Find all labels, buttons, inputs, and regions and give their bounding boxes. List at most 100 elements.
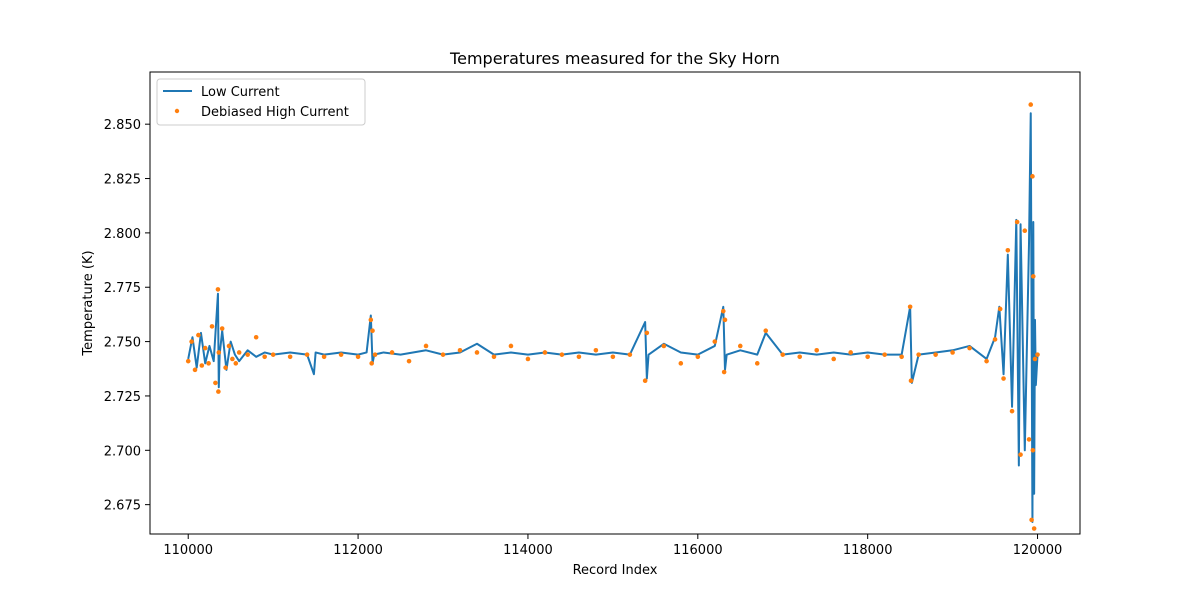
series-point-debiased-high-current	[722, 317, 728, 323]
y-tick-label: 2.775	[104, 281, 141, 296]
series-point-debiased-high-current	[372, 352, 378, 357]
series-point-debiased-high-current	[525, 356, 531, 362]
series-point-debiased-high-current	[780, 352, 786, 357]
series-point-debiased-high-current	[213, 380, 218, 386]
series-point-debiased-high-current	[199, 363, 205, 368]
series-point-debiased-high-current	[1030, 174, 1035, 179]
series-point-debiased-high-current	[423, 343, 429, 349]
series-point-debiased-high-current	[508, 343, 514, 349]
series-point-debiased-high-current	[262, 354, 267, 360]
series-point-debiased-high-current	[763, 328, 769, 334]
series-point-debiased-high-current	[185, 358, 191, 364]
series-point-debiased-high-current	[202, 345, 208, 351]
series-point-debiased-high-current	[865, 354, 870, 360]
series-point-debiased-high-current	[754, 361, 760, 366]
series-point-debiased-high-current	[219, 326, 225, 331]
series-point-debiased-high-current	[1005, 247, 1011, 253]
series-point-debiased-high-current	[389, 350, 395, 355]
legend-box	[156, 78, 366, 126]
series-point-debiased-high-current	[1026, 437, 1032, 442]
series-point-debiased-high-current	[216, 350, 222, 355]
series-point-debiased-high-current	[610, 354, 616, 360]
series-point-debiased-high-current	[695, 354, 701, 360]
x-tick-label: 114000	[503, 543, 553, 558]
series-point-debiased-high-current	[559, 352, 565, 357]
y-axis: 2.675 2.700 2.725 2.750 2.775 2.800 2.825 2.850	[104, 118, 150, 514]
series-point-debiased-high-current	[907, 304, 913, 310]
series-point-debiased-high-current	[457, 347, 463, 353]
series-point-debiased-high-current	[338, 352, 344, 357]
legend-label-debiased-high-current: Debiased High Current	[201, 105, 349, 120]
series-point-debiased-high-current	[440, 352, 446, 357]
x-axis: 110000 112000 114000 116000 118000 120000	[163, 534, 1062, 558]
series-point-debiased-high-current	[984, 358, 989, 364]
series-point-debiased-high-current	[1032, 356, 1038, 362]
series-point-debiased-high-current	[196, 332, 201, 338]
series-point-debiased-high-current	[368, 317, 374, 323]
series-point-debiased-high-current	[593, 347, 599, 353]
series-point-debiased-high-current	[369, 361, 374, 366]
legend: Low Current Debiased High Current	[156, 78, 366, 126]
series-point-debiased-high-current	[1028, 102, 1034, 107]
series-point-debiased-high-current	[491, 354, 497, 360]
y-tick-label: 2.850	[104, 118, 141, 133]
series-point-debiased-high-current	[287, 354, 293, 360]
plot-frame	[149, 71, 1081, 535]
series-point-debiased-high-current	[215, 287, 221, 292]
x-tick-label: 112000	[333, 543, 383, 558]
y-tick-label: 2.800	[104, 227, 141, 242]
series-point-debiased-high-current	[542, 350, 548, 355]
series-point-debiased-high-current	[245, 352, 250, 357]
series-point-debiased-high-current	[997, 306, 1003, 312]
series-point-debiased-high-current	[1009, 408, 1015, 414]
series-point-debiased-high-current	[233, 361, 239, 366]
series-point-debiased-high-current	[206, 361, 211, 366]
series-point-debiased-high-current	[737, 343, 743, 349]
y-tick-label: 2.725	[104, 390, 141, 405]
series-point-debiased-high-current	[474, 350, 480, 355]
series-point-debiased-high-current	[236, 350, 242, 355]
series-point-debiased-high-current	[1031, 526, 1037, 531]
series-point-debiased-high-current	[967, 345, 972, 351]
chart-title: Temperatures measured for the Sky Horn	[449, 49, 780, 68]
x-tick-label: 118000	[843, 543, 893, 558]
series-point-debiased-high-current	[908, 378, 914, 384]
series-point-debiased-high-current	[661, 343, 667, 349]
legend-label-low-current: Low Current	[201, 85, 280, 100]
series-point-debiased-high-current	[304, 352, 310, 357]
series-point-debiased-high-current	[226, 343, 232, 349]
series-point-debiased-high-current	[916, 352, 921, 357]
series-point-debiased-high-current	[253, 334, 259, 340]
series-point-debiased-high-current	[1035, 352, 1040, 357]
series-point-debiased-high-current	[933, 352, 938, 357]
series-point-debiased-high-current	[1014, 219, 1020, 225]
x-tick-label: 120000	[1013, 543, 1063, 558]
series-point-debiased-high-current	[899, 354, 904, 360]
series-point-debiased-high-current	[270, 352, 276, 357]
x-axis-label: Record Index	[573, 563, 658, 578]
series-point-debiased-high-current	[1030, 448, 1036, 453]
series-point-debiased-high-current	[189, 339, 194, 344]
y-tick-label: 2.750	[104, 336, 141, 351]
series-point-debiased-high-current	[1022, 228, 1028, 234]
legend-dot-icon	[174, 108, 180, 114]
x-tick-label: 110000	[163, 543, 213, 558]
series-point-debiased-high-current	[1001, 376, 1006, 381]
series-point-debiased-high-current	[882, 352, 887, 357]
series-point-debiased-high-current	[678, 361, 684, 366]
series-point-debiased-high-current	[848, 350, 853, 355]
series-point-debiased-high-current	[192, 367, 198, 373]
series-point-debiased-high-current	[831, 356, 836, 362]
series-point-debiased-high-current	[712, 339, 718, 344]
series-point-debiased-high-current	[644, 330, 650, 336]
x-tick-label: 116000	[673, 543, 723, 558]
series-point-debiased-high-current	[721, 369, 727, 375]
series-point-debiased-high-current	[642, 378, 648, 384]
series-point-debiased-high-current	[1018, 452, 1023, 457]
series-point-debiased-high-current	[321, 354, 327, 360]
series-point-debiased-high-current	[230, 356, 235, 362]
series-point-debiased-high-current	[992, 337, 998, 342]
series-point-debiased-high-current	[814, 347, 820, 353]
